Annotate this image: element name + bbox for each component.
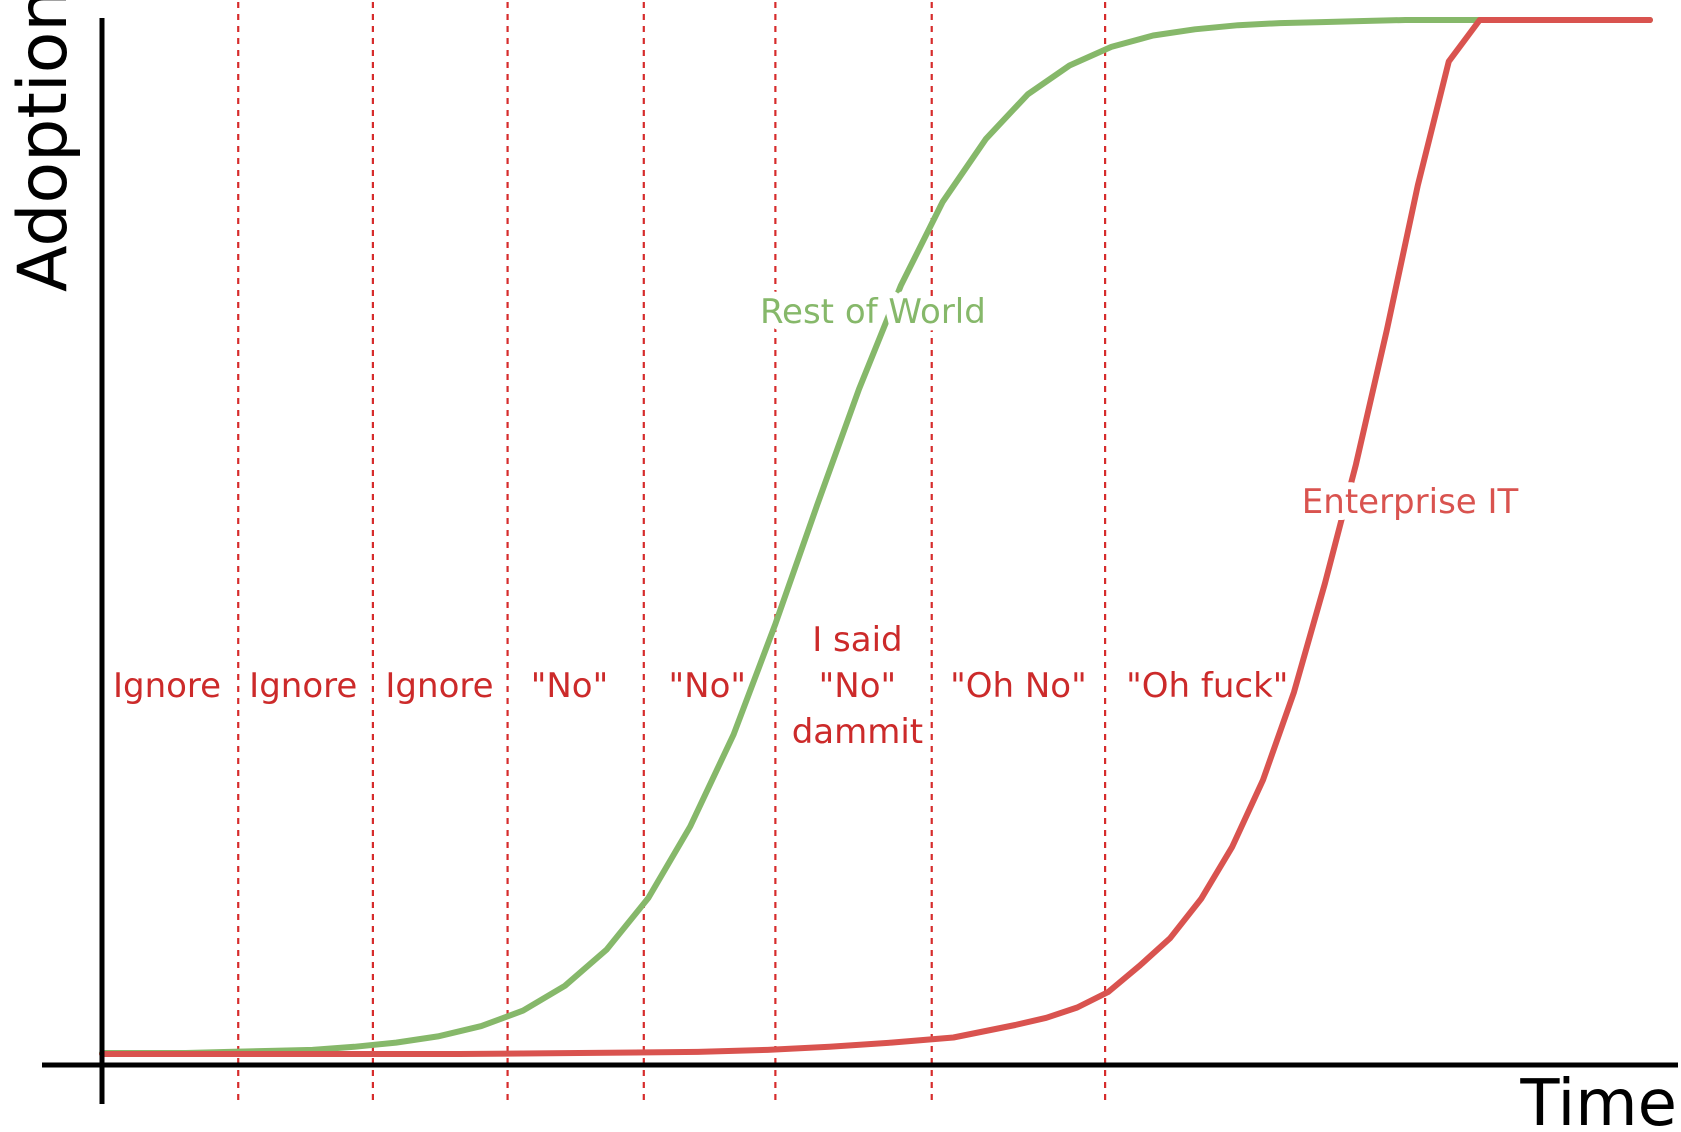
phase-label-line: "Oh fuck" [1126, 666, 1288, 706]
phase-label-line: Ignore [385, 666, 493, 706]
phase-label-6: I said "No" dammit [792, 620, 923, 752]
series-label-enterprise-it: Enterprise IT [1302, 482, 1519, 522]
phase-label-line: dammit [792, 712, 923, 752]
series-label-rest-of-world: Rest of World [760, 292, 986, 332]
phase-label-line: I said [812, 620, 902, 660]
phase-label-line: "Oh No" [950, 666, 1087, 706]
phase-label-line: Ignore [113, 666, 221, 706]
phase-label-line: "No" [819, 666, 897, 706]
phase-label-3: Ignore [385, 666, 493, 706]
phase-labels: Ignore Ignore Ignore "No" "No" I said "No" damm… [107, 614, 1294, 758]
phase-dividers [237, 2, 1107, 1104]
phase-label-line: "No" [669, 666, 747, 706]
phase-label-7: "Oh No" [950, 666, 1087, 706]
phase-label-1: Ignore [113, 666, 221, 706]
phase-label-4: "No" [531, 666, 609, 706]
y-axis-title: Adoption [4, 0, 83, 292]
phase-label-8: "Oh fuck" [1126, 666, 1288, 706]
phase-label-5: "No" [669, 666, 747, 706]
series-lines [99, 17, 1653, 1057]
x-axis-title: Time [1519, 1067, 1677, 1132]
phase-label-2: Ignore [249, 666, 357, 706]
phase-label-line: Ignore [249, 666, 357, 706]
series-labels: Rest of World Enterprise IT [753, 285, 1526, 529]
series-line-rest-of-world [99, 17, 1653, 1056]
phase-label-line: "No" [531, 666, 609, 706]
series-line-enterprise-it [99, 17, 1653, 1057]
